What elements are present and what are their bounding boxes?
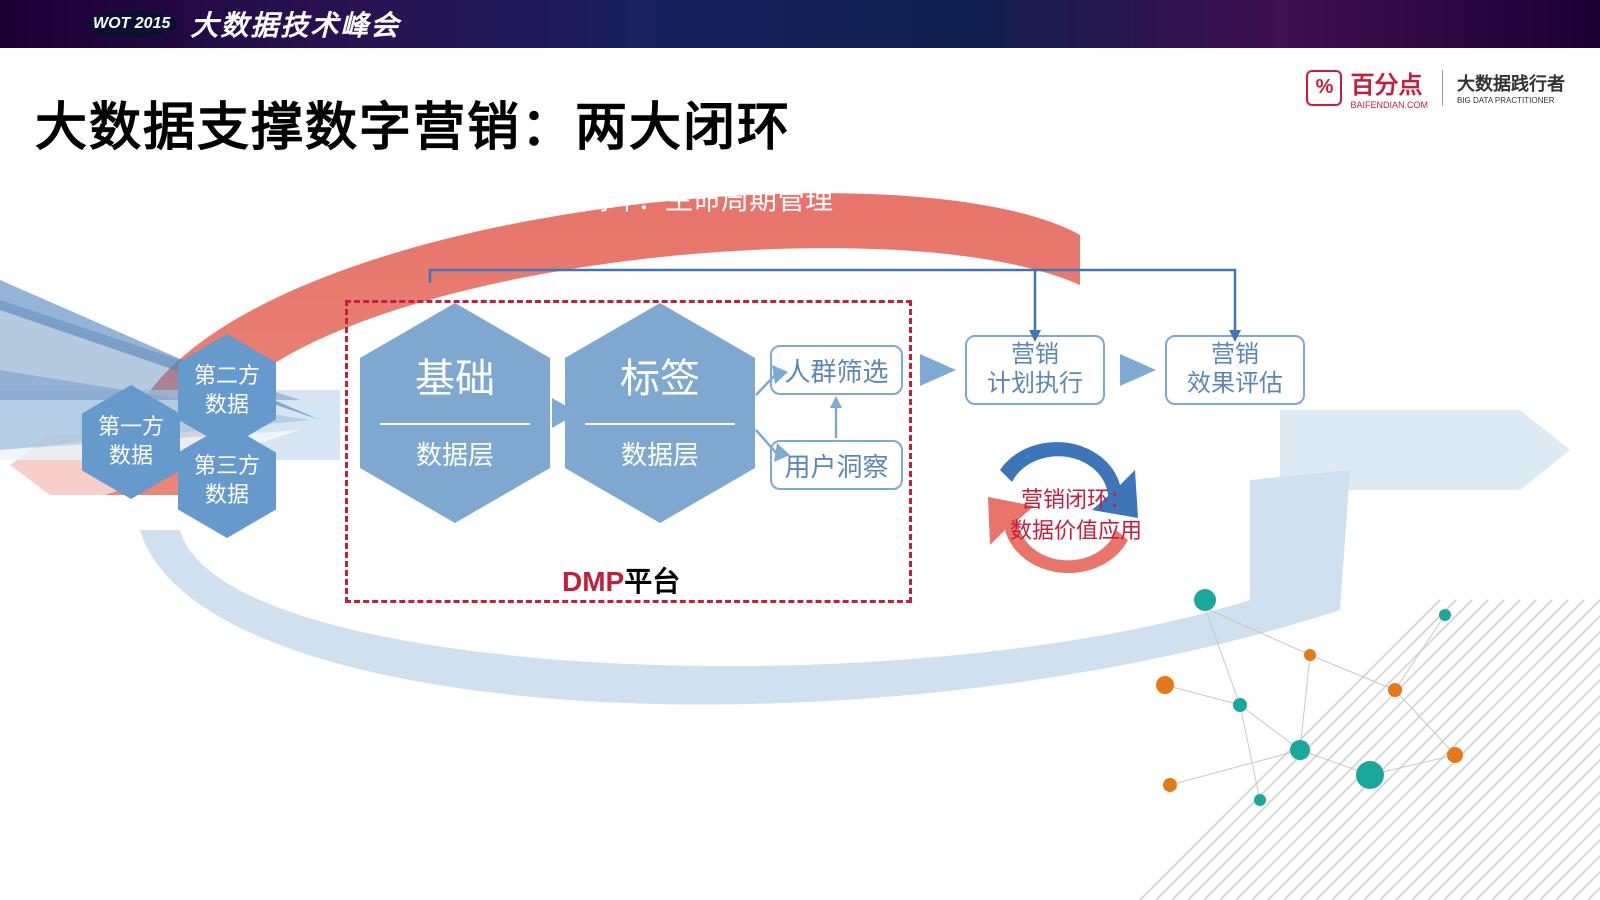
brand-cn: 大数据践行者 (1457, 70, 1565, 96)
brand-divider (1442, 70, 1443, 106)
hex-basic-top: 基础 (415, 353, 495, 423)
marketing-loop-label: 营销闭环： 数据价值应用 (1010, 485, 1142, 547)
box-marketing-eval: 营销 效果评估 (1165, 335, 1305, 405)
percent-icon: % (1306, 70, 1342, 106)
hatch-decoration (1100, 560, 1600, 900)
box-user-insight: 用户洞察 (770, 440, 903, 490)
eval-l1: 营销 (1211, 341, 1259, 370)
box-marketing-plan: 营销 计划执行 (965, 335, 1105, 405)
conference-title: 大数据技术峰会 (190, 4, 400, 44)
box-crowd-filter: 人群筛选 (770, 345, 903, 395)
eval-l2: 效果评估 (1187, 370, 1283, 399)
loop-l2: 数据价值应用 (1010, 518, 1142, 543)
hex-tag-bottom: 数据层 (621, 425, 699, 473)
slide-title: 大数据支撑数字营销：两大闭环 (35, 85, 791, 160)
loop-l1: 营销闭环： (1021, 487, 1131, 512)
conference-logo: WOT 2015 (85, 11, 178, 37)
brand-name: 百分点 (1350, 65, 1428, 100)
brand-sub: BAIFENDIAN.COM (1350, 100, 1428, 110)
brand-right: 大数据践行者 BIG DATA PRACTITIONER (1457, 70, 1565, 105)
brand-text: 百分点 BAIFENDIAN.COM (1350, 65, 1428, 110)
dmp-prefix: DMP (562, 566, 624, 597)
brand-en: BIG DATA PRACTITIONER (1457, 96, 1565, 105)
data-loop-label: 数据闭环：生命周期管理 (525, 178, 833, 218)
plan-l2: 计划执行 (987, 370, 1083, 399)
dmp-suffix: 平台 (624, 566, 680, 597)
hex-tag-top: 标签 (620, 353, 700, 423)
slide-root: WOT 2015 大数据技术峰会 % 百分点 BAIFENDIAN.COM 大数… (0, 0, 1600, 900)
brand-logo: % 百分点 BAIFENDIAN.COM 大数据践行者 BIG DATA PRA… (1306, 65, 1565, 110)
plan-l1: 营销 (1011, 341, 1059, 370)
dmp-label: DMP平台 (562, 560, 680, 600)
conference-banner: WOT 2015 大数据技术峰会 (0, 0, 1600, 48)
hex-basic-bottom: 数据层 (416, 425, 494, 473)
